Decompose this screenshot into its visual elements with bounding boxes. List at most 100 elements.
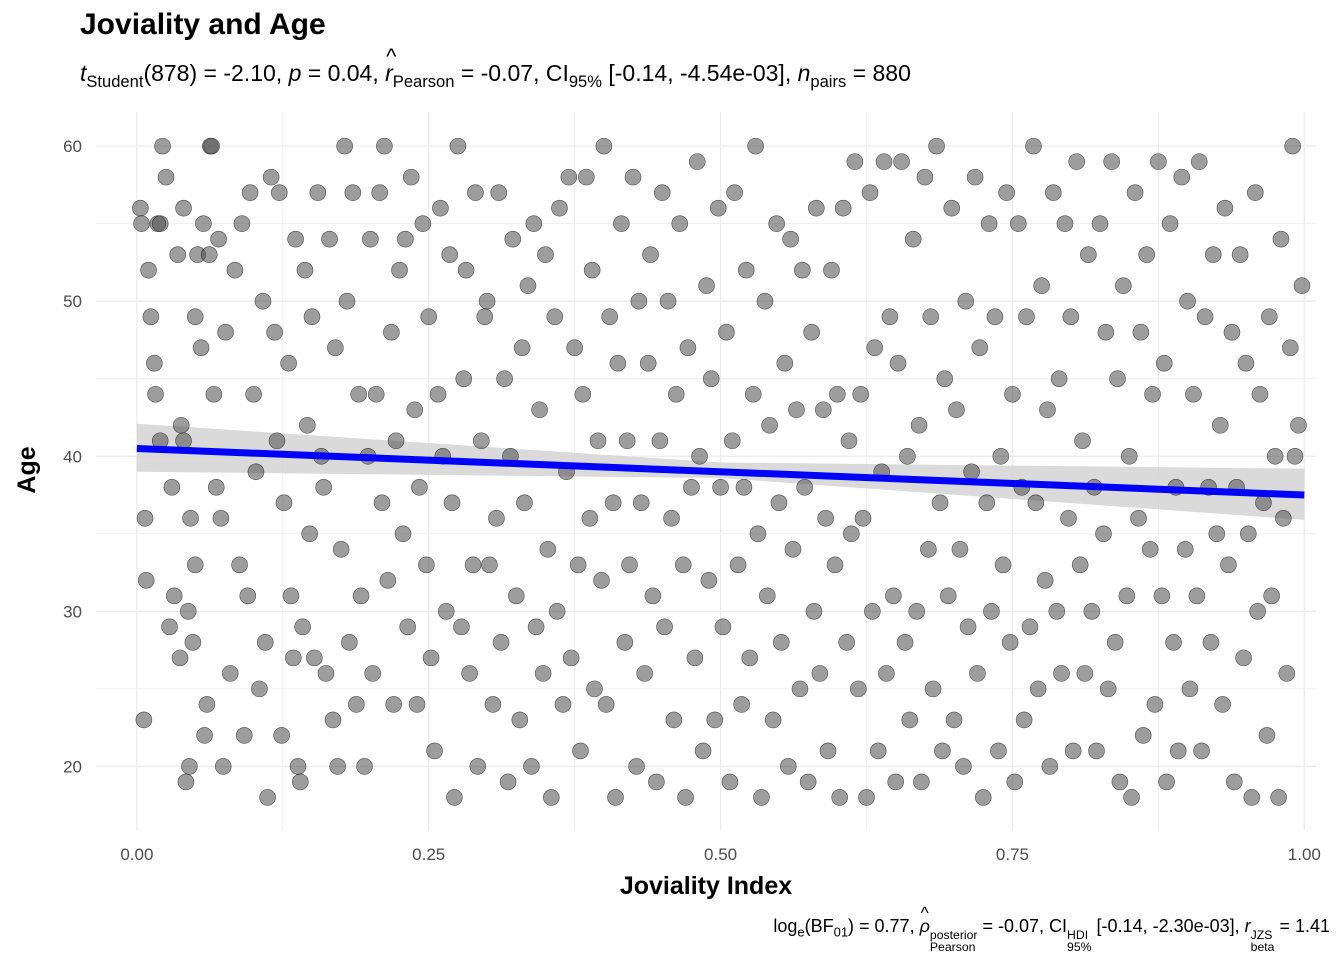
data-point (773, 634, 790, 651)
data-point (1223, 323, 1241, 341)
data-point (275, 494, 293, 512)
data-point (1018, 308, 1035, 325)
data-point (449, 137, 467, 155)
data-point (1251, 385, 1269, 403)
data-point (537, 246, 554, 263)
data-point (916, 168, 934, 186)
data-point (829, 385, 846, 403)
data-point (1080, 246, 1097, 263)
rho-value: = -0.07, CI (977, 916, 1068, 936)
data-point (589, 432, 607, 450)
data-point (688, 153, 706, 170)
bf-subscript: 01 (833, 924, 849, 940)
log-subscript: e (797, 924, 805, 940)
data-point (1208, 525, 1226, 543)
data-point (523, 758, 540, 775)
data-point (986, 308, 1004, 325)
data-point (133, 215, 150, 232)
data-point (1266, 447, 1284, 465)
data-point (1109, 370, 1126, 388)
data-point (336, 137, 353, 155)
data-point (1216, 199, 1234, 217)
data-point (784, 541, 802, 558)
n-value: = 880 (846, 60, 911, 86)
data-point (843, 525, 860, 543)
data-point (1132, 323, 1150, 341)
data-point (648, 773, 665, 791)
data-point (414, 215, 432, 232)
data-point (667, 385, 685, 403)
data-point (866, 339, 883, 357)
data-point (756, 292, 774, 310)
data-point (364, 665, 381, 682)
data-point (362, 230, 379, 248)
data-point (256, 634, 274, 651)
data-point (239, 587, 257, 605)
data-point (998, 184, 1015, 201)
data-point (706, 711, 724, 729)
data-point (289, 758, 307, 775)
data-point (1048, 603, 1066, 620)
data-point (974, 789, 992, 806)
data-point (385, 696, 403, 713)
data-point (1286, 447, 1304, 465)
bf-value: ) = 0.77, (848, 916, 920, 936)
data-point (432, 199, 449, 217)
data-point (203, 137, 220, 155)
data-point (893, 153, 910, 170)
data-point (214, 758, 232, 775)
data-point (233, 215, 251, 232)
x-tick-label: 0.50 (704, 845, 737, 864)
data-point (488, 509, 505, 527)
t-value: = -2.10, (197, 60, 289, 86)
data-point (299, 416, 316, 434)
data-point (971, 339, 989, 357)
data-point (294, 618, 311, 636)
data-point (609, 354, 627, 372)
data-point (356, 758, 373, 775)
data-point (593, 572, 610, 589)
y-tick-label: 40 (63, 447, 82, 466)
data-point (586, 680, 603, 698)
data-point (184, 634, 202, 651)
data-point (165, 587, 183, 605)
data-point (904, 230, 922, 248)
data-point (616, 634, 634, 651)
data-point (534, 665, 552, 682)
data-point (280, 354, 297, 372)
data-point (235, 727, 253, 744)
data-point (700, 572, 718, 589)
data-point (254, 292, 272, 310)
data-point (192, 339, 210, 357)
data-point (175, 199, 192, 217)
data-point (636, 665, 654, 682)
data-point (457, 261, 475, 279)
data-point (546, 308, 564, 325)
data-point (285, 649, 302, 667)
data-point (741, 649, 759, 667)
data-point (1161, 215, 1179, 232)
r-scripts: JZS beta (1250, 927, 1275, 953)
data-point (422, 649, 440, 667)
data-point (572, 742, 589, 760)
data-point (642, 246, 659, 263)
data-point (1025, 137, 1042, 155)
data-point (566, 339, 583, 357)
r-superscript: JZS (1250, 927, 1273, 942)
data-point (327, 339, 344, 357)
data-point (578, 168, 595, 186)
data-point (846, 153, 864, 170)
data-point (1270, 789, 1287, 806)
data-point (613, 215, 630, 232)
data-point (1091, 215, 1109, 232)
data-point (441, 246, 459, 263)
data-point (726, 184, 743, 201)
data-point (683, 478, 700, 496)
data-point (519, 277, 537, 294)
y-tick-label: 60 (63, 137, 82, 156)
data-point (531, 401, 548, 419)
data-point (852, 385, 869, 403)
data-point (132, 199, 149, 217)
scatter-chart: 0.00 0.25 0.50 0.75 1.00 20 30 40 50 60 Jovialit… (13, 112, 1321, 900)
data-point (1150, 153, 1167, 170)
